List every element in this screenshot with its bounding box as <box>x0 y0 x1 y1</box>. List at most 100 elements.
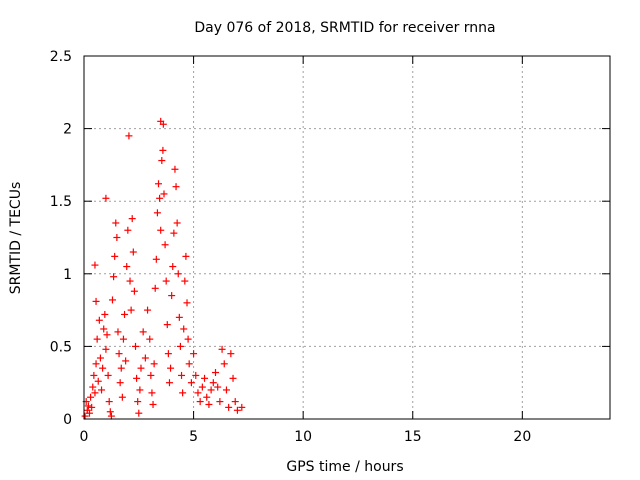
x-tick-label: 20 <box>513 429 531 445</box>
x-axis-label: GPS time / hours <box>286 459 403 475</box>
data-point <box>117 364 125 372</box>
data-point <box>99 364 107 372</box>
data-point <box>155 180 163 188</box>
data-point <box>157 226 165 234</box>
data-point <box>151 284 159 292</box>
data-point <box>108 296 116 304</box>
data-point <box>203 393 211 401</box>
data-point <box>162 277 170 285</box>
data-point <box>129 248 137 256</box>
data-point <box>207 386 215 394</box>
data-point <box>174 270 182 278</box>
data-point <box>90 371 98 379</box>
data-point <box>156 194 164 202</box>
data-point <box>96 354 104 362</box>
data-point <box>172 183 180 191</box>
data-point <box>135 409 143 417</box>
data-point <box>91 261 99 269</box>
data-point <box>159 146 167 154</box>
data-point <box>238 403 246 411</box>
data-point <box>104 371 112 379</box>
data-point <box>233 406 241 414</box>
data-point <box>225 403 233 411</box>
data-point <box>113 234 121 241</box>
data-point <box>101 310 109 318</box>
data-point <box>160 190 168 198</box>
data-point <box>118 393 126 401</box>
data-point <box>85 409 93 417</box>
data-point <box>98 386 106 394</box>
data-point <box>84 402 92 410</box>
data-point <box>88 403 96 411</box>
data-point <box>205 400 213 408</box>
data-point <box>192 371 200 379</box>
data-point <box>153 209 161 217</box>
data-point <box>121 310 129 318</box>
data-point <box>92 360 100 368</box>
data-point <box>136 386 144 394</box>
data-point <box>168 292 176 300</box>
data-point <box>92 297 100 305</box>
data-point <box>111 252 119 260</box>
data-point <box>161 241 169 249</box>
data-point <box>165 379 173 387</box>
data-point <box>110 273 118 281</box>
data-point <box>132 342 140 350</box>
data-point <box>220 360 228 368</box>
data-point <box>81 412 89 420</box>
data-point <box>95 316 103 324</box>
data-point <box>119 335 127 343</box>
data-point <box>183 299 191 307</box>
data-point <box>128 215 136 223</box>
data-point <box>163 321 171 329</box>
y-tick-label: 2.5 <box>50 49 72 65</box>
data-point <box>201 374 209 382</box>
data-point <box>164 350 172 358</box>
data-point <box>178 371 186 379</box>
data-point <box>100 325 108 333</box>
data-point <box>126 277 134 285</box>
data-point <box>222 386 230 394</box>
data-point <box>229 374 237 382</box>
data-point <box>115 350 123 358</box>
data-point <box>103 331 111 339</box>
x-tick-label: 0 <box>80 429 89 445</box>
data-point <box>212 369 219 377</box>
data-point <box>218 345 226 353</box>
data-point <box>123 263 131 271</box>
data-point <box>181 277 189 285</box>
data-point <box>190 350 198 358</box>
data-point <box>91 389 99 397</box>
data-point <box>171 165 179 173</box>
data-point <box>180 325 188 333</box>
data-point <box>227 350 235 358</box>
y-axis-label: SRMTID / TECUs <box>8 182 24 295</box>
data-point <box>139 328 147 336</box>
data-point <box>89 383 97 391</box>
data-point <box>116 379 124 387</box>
data-point <box>127 306 135 314</box>
data-point <box>198 383 206 391</box>
data-point <box>196 398 204 406</box>
axes: 0 5 10 15 20 0 0.5 1 1.5 2 2.5 <box>50 49 610 445</box>
data-point <box>158 157 166 165</box>
x-tick-label: 5 <box>189 429 198 445</box>
data-point <box>182 252 190 260</box>
data-point <box>105 398 113 406</box>
data-point <box>141 354 149 362</box>
data-point <box>114 328 122 336</box>
data-point <box>106 408 114 416</box>
plot-frame <box>83 55 611 420</box>
data-point <box>94 377 102 385</box>
data-point <box>194 389 202 397</box>
data-point <box>184 335 192 343</box>
y-tick-label: 1 <box>63 267 72 283</box>
data-point <box>216 398 224 406</box>
data-point <box>133 374 141 382</box>
data-point <box>209 379 217 387</box>
data-points <box>81 117 246 420</box>
y-tick-label: 0 <box>63 412 72 428</box>
data-point <box>137 364 145 372</box>
data-point <box>149 400 157 408</box>
